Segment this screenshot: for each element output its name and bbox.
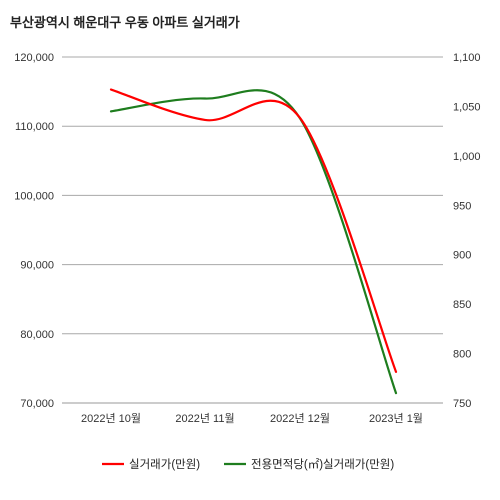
y-right-tick-label: 1,000 <box>453 151 481 163</box>
y-right-tick-label: 950 <box>453 200 471 212</box>
y-left-tick-label: 70,000 <box>20 398 54 410</box>
y-left-tick-label: 120,000 <box>14 52 54 64</box>
y-right-tick-label: 900 <box>453 250 471 262</box>
y-right-tick-label: 850 <box>453 299 471 311</box>
y-left-tick-label: 100,000 <box>14 190 54 202</box>
y-left-tick-label: 110,000 <box>15 121 54 133</box>
x-tick-label: 2023년 1월 <box>369 412 423 425</box>
x-tick-label: 2022년 11월 <box>175 412 234 425</box>
series-line-price-per-area <box>109 89 398 395</box>
chart-title: 부산광역시 해운대구 우동 아파트 실거래가 <box>10 15 240 30</box>
y-left-tick-label: 90,000 <box>20 260 54 272</box>
series-line-price <box>109 88 398 373</box>
x-tick-label: 2022년 12월 <box>270 412 330 425</box>
y-left-tick-label: 80,000 <box>20 329 54 341</box>
y-right-tick-label: 800 <box>453 349 471 361</box>
x-tick-label: 2022년 10월 <box>81 412 141 425</box>
y-right-tick-label: 1,050 <box>453 101 481 113</box>
y-right-tick-label: 750 <box>453 398 471 410</box>
legend-label: 전용면적당(㎡)실거래가(만원) <box>251 457 394 471</box>
y-right-tick-label: 1,100 <box>453 52 481 64</box>
legend-label: 실거래가(만원) <box>129 457 200 471</box>
